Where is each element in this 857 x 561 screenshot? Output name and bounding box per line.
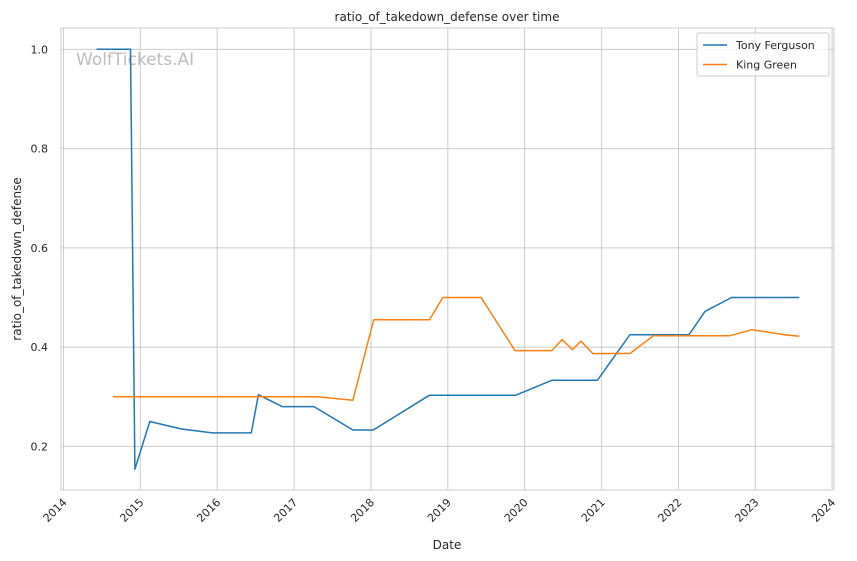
x-tick-label: 2021	[579, 496, 608, 525]
legend-label-king-green: King Green	[736, 59, 797, 72]
series-lines	[96, 48, 800, 470]
y-tick-label: 1.0	[31, 43, 49, 56]
series-line-tony-ferguson	[96, 48, 800, 470]
y-tick-label: 0.2	[31, 440, 49, 453]
series-line-king-green	[112, 296, 800, 401]
plot-frame	[60, 27, 835, 491]
y-tick-label: 0.4	[31, 341, 49, 354]
x-tick-label: 2015	[117, 496, 146, 525]
x-tick-label: 2024	[809, 496, 838, 525]
x-tick-label: 2022	[656, 496, 685, 525]
legend-box	[696, 32, 830, 77]
x-axis-ticks: 2014 2015 2016 2017 2018 2019 2020 2021 2022 2023…	[41, 496, 839, 525]
y-axis-ticks: 0.2 0.4 0.6 0.8 1.0	[31, 43, 49, 453]
watermark: WolfTickets.AI	[76, 50, 194, 70]
x-tick-label: 2014	[41, 496, 70, 525]
legend-label-tony-ferguson: Tony Ferguson	[735, 39, 815, 52]
x-tick-label: 2018	[348, 496, 377, 525]
y-tick-label: 0.8	[31, 143, 49, 156]
chart-title: ratio_of_takedown_defense over time	[335, 10, 560, 24]
y-axis-label: ratio_of_takedown_defense	[10, 177, 24, 340]
x-tick-label: 2017	[271, 496, 300, 525]
x-tick-label: 2016	[194, 496, 223, 525]
x-tick-label: 2023	[732, 496, 761, 525]
grid-lines	[61, 28, 834, 490]
x-tick-label: 2020	[502, 496, 531, 525]
x-axis-label: Date	[433, 538, 462, 552]
y-tick-label: 0.6	[31, 242, 49, 255]
x-tick-label: 2019	[425, 496, 454, 525]
legend: Tony Ferguson King Green	[696, 32, 830, 77]
